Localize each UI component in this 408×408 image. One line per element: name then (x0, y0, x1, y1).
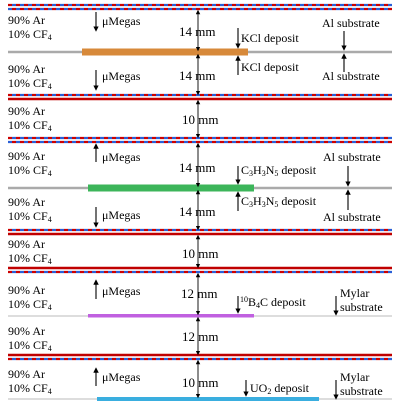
gap-distance-label: 14 mm (179, 160, 216, 175)
substrate-label: Mylar substrate (340, 370, 383, 398)
megas-label: μMegas (102, 150, 141, 164)
deposit-label: KCl deposit (241, 60, 299, 74)
gas-cf4-text: 10% CF (8, 297, 48, 311)
gap-distance-label: 10 mm (182, 375, 219, 390)
gas-cf4-text: 10% CF (8, 76, 48, 90)
substrate-label-line2: substrate (340, 384, 383, 398)
gas-cf4: 10% CF4 (8, 209, 52, 227)
gas-argon: 90% Ar (8, 367, 45, 381)
gap-distance-label: 10 mm (182, 112, 219, 127)
gas-cf4: 10% CF4 (8, 163, 52, 181)
micromegas-mesh (8, 3, 392, 11)
b4c-deposit-layer (88, 314, 254, 318)
gas-cf4-text: 10% CF (8, 381, 48, 395)
gas-cf4: 10% CF4 (8, 251, 52, 269)
gas-cf4: 10% CF4 (8, 76, 52, 94)
gas-cf4-text: 10% CF (8, 118, 48, 132)
substrate-label-line1: Mylar (340, 286, 370, 300)
gap-distance-label: 12 mm (181, 286, 218, 301)
gas-cf4-subscript: 4 (47, 257, 52, 266)
megas-label: μMegas (102, 14, 141, 28)
gas-cf4-text: 10% CF (8, 209, 48, 223)
substrate-label-line2: substrate (340, 300, 383, 314)
gas-mixture-label: 90% Ar 10% CF4 (8, 283, 52, 315)
gas-cf4: 10% CF4 (8, 27, 52, 45)
gas-cf4-subscript: 4 (47, 82, 52, 91)
substrate-label: Al substrate (323, 150, 381, 164)
gas-cf4-text: 10% CF (8, 163, 48, 177)
gas-argon: 90% Ar (8, 104, 45, 118)
gas-cf4: 10% CF4 (8, 297, 52, 315)
micromegas-mesh (8, 136, 392, 144)
gas-mixture-label: 90% Ar 10% CF4 (8, 104, 52, 136)
c3h3n5-deposit-layer (88, 184, 254, 192)
gas-cf4-subscript: 4 (47, 387, 52, 396)
gas-argon: 90% Ar (8, 62, 45, 76)
micromegas-mesh (8, 228, 392, 236)
gas-cf4-subscript: 4 (47, 169, 52, 178)
gas-cf4-subscript: 4 (47, 215, 52, 224)
gas-argon: 90% Ar (8, 149, 45, 163)
gap-distance-label: 14 mm (179, 204, 216, 219)
substrate-label: Al substrate (322, 69, 380, 83)
gas-argon: 90% Ar (8, 324, 45, 338)
gas-cf4-subscript: 4 (47, 124, 52, 133)
gap-distance-label: 14 mm (179, 68, 216, 83)
gas-mixture-label: 90% Ar 10% CF4 (8, 13, 52, 45)
gas-mixture-label: 90% Ar 10% CF4 (8, 367, 52, 399)
gas-mixture-label: 90% Ar 10% CF4 (8, 195, 52, 227)
megas-label: μMegas (102, 370, 141, 384)
gap-distance-label: 12 mm (182, 329, 219, 344)
gas-cf4: 10% CF4 (8, 118, 52, 136)
gas-argon: 90% Ar (8, 237, 45, 251)
gas-mixture-label: 90% Ar 10% CF4 (8, 62, 52, 94)
substrate-label: Al substrate (323, 210, 381, 224)
gap-distance-label: 10 mm (182, 246, 219, 261)
micromegas-mesh (8, 93, 392, 101)
gas-cf4-text: 10% CF (8, 27, 48, 41)
substrate-label-line1: Mylar (340, 370, 370, 384)
gas-cf4-text: 10% CF (8, 338, 48, 352)
deposit-label: KCl deposit (241, 31, 299, 45)
gas-mixture-label: 90% Ar 10% CF4 (8, 237, 52, 269)
gas-argon: 90% Ar (8, 13, 45, 27)
gas-cf4-text: 10% CF (8, 251, 48, 265)
gas-cf4: 10% CF4 (8, 338, 52, 356)
gas-argon: 90% Ar (8, 283, 45, 297)
deposit-label: C3H3N5 deposit (241, 163, 317, 178)
gas-cf4: 10% CF4 (8, 381, 52, 399)
gap-distance-label: 14 mm (179, 24, 216, 39)
gas-cf4-subscript: 4 (47, 33, 52, 42)
deposit-label: 10B4C deposit (240, 295, 306, 310)
gas-argon: 90% Ar (8, 195, 45, 209)
gas-cf4-subscript: 4 (47, 344, 52, 353)
substrate-label: Mylar substrate (340, 286, 383, 314)
gas-mixture-label: 90% Ar 10% CF4 (8, 149, 52, 181)
gas-cf4-subscript: 4 (47, 303, 52, 312)
megas-label: μMegas (102, 69, 141, 83)
megas-label: μMegas (102, 208, 141, 222)
megas-label: μMegas (102, 284, 141, 298)
kcl-deposit-layer (82, 48, 248, 56)
deposit-label: C3H3N5 deposit (241, 194, 317, 209)
deposit-label: UO2 deposit (250, 381, 310, 396)
gas-mixture-label: 90% Ar 10% CF4 (8, 324, 52, 356)
substrate-label: Al substrate (322, 16, 380, 30)
